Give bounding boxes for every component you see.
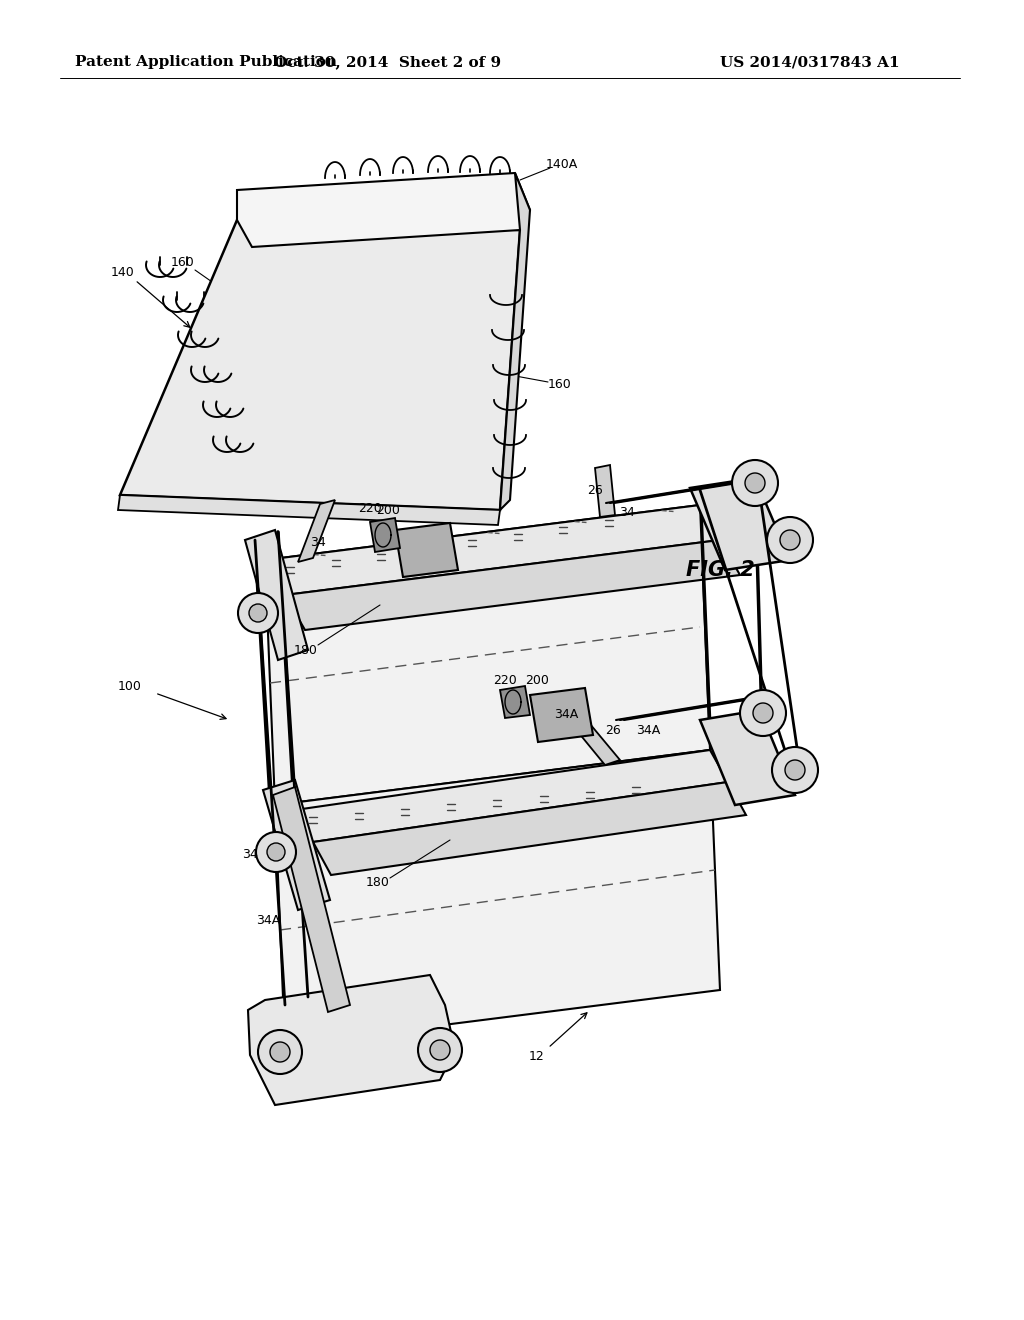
Text: 160: 160	[548, 379, 571, 392]
Circle shape	[732, 459, 778, 506]
Polygon shape	[530, 688, 593, 742]
Circle shape	[418, 1028, 462, 1072]
Polygon shape	[265, 506, 720, 595]
Text: 34: 34	[242, 849, 258, 862]
Circle shape	[745, 473, 765, 492]
Text: FIG. 2: FIG. 2	[686, 560, 755, 579]
Circle shape	[256, 832, 296, 873]
Polygon shape	[700, 710, 795, 805]
Polygon shape	[275, 750, 720, 1045]
Text: 34: 34	[620, 507, 635, 520]
Polygon shape	[298, 500, 335, 562]
Circle shape	[753, 704, 773, 723]
Polygon shape	[273, 787, 350, 1012]
Polygon shape	[120, 220, 520, 510]
Text: 200: 200	[376, 504, 400, 517]
Polygon shape	[313, 781, 746, 875]
Polygon shape	[118, 495, 500, 525]
Polygon shape	[500, 686, 530, 718]
Circle shape	[780, 531, 800, 550]
Circle shape	[772, 747, 818, 793]
Text: 26: 26	[605, 723, 621, 737]
Text: 180: 180	[294, 644, 317, 656]
Polygon shape	[370, 517, 400, 552]
Polygon shape	[500, 173, 530, 510]
Text: Patent Application Publication: Patent Application Publication	[75, 55, 337, 69]
Text: 100: 100	[118, 680, 142, 693]
Circle shape	[785, 760, 805, 780]
Text: 220: 220	[494, 673, 517, 686]
Polygon shape	[690, 478, 790, 570]
Text: 34A: 34A	[256, 913, 281, 927]
Text: 220: 220	[358, 502, 382, 515]
Text: 34A: 34A	[554, 709, 579, 722]
Text: 140A: 140A	[546, 157, 579, 170]
Polygon shape	[285, 540, 740, 630]
Circle shape	[270, 1041, 290, 1063]
Circle shape	[258, 1030, 302, 1074]
Circle shape	[430, 1040, 450, 1060]
Text: 180: 180	[366, 876, 390, 890]
Polygon shape	[395, 523, 458, 577]
Polygon shape	[237, 173, 530, 247]
Text: 140: 140	[112, 267, 135, 280]
Circle shape	[238, 593, 278, 634]
Text: 34A: 34A	[636, 723, 660, 737]
Polygon shape	[263, 780, 330, 909]
Polygon shape	[560, 706, 620, 766]
Text: 12: 12	[529, 1051, 545, 1064]
Circle shape	[740, 690, 786, 737]
Text: 26: 26	[587, 483, 603, 496]
Circle shape	[249, 605, 267, 622]
Text: 160: 160	[171, 256, 195, 269]
Text: 200: 200	[525, 673, 549, 686]
Text: Oct. 30, 2014  Sheet 2 of 9: Oct. 30, 2014 Sheet 2 of 9	[274, 55, 502, 69]
Polygon shape	[245, 531, 308, 660]
Text: 34: 34	[310, 536, 326, 549]
Text: US 2014/0317843 A1: US 2014/0317843 A1	[720, 55, 900, 69]
Circle shape	[767, 517, 813, 564]
Circle shape	[267, 843, 285, 861]
Polygon shape	[295, 750, 728, 842]
Polygon shape	[248, 975, 455, 1105]
Polygon shape	[265, 506, 710, 805]
Polygon shape	[595, 465, 615, 517]
